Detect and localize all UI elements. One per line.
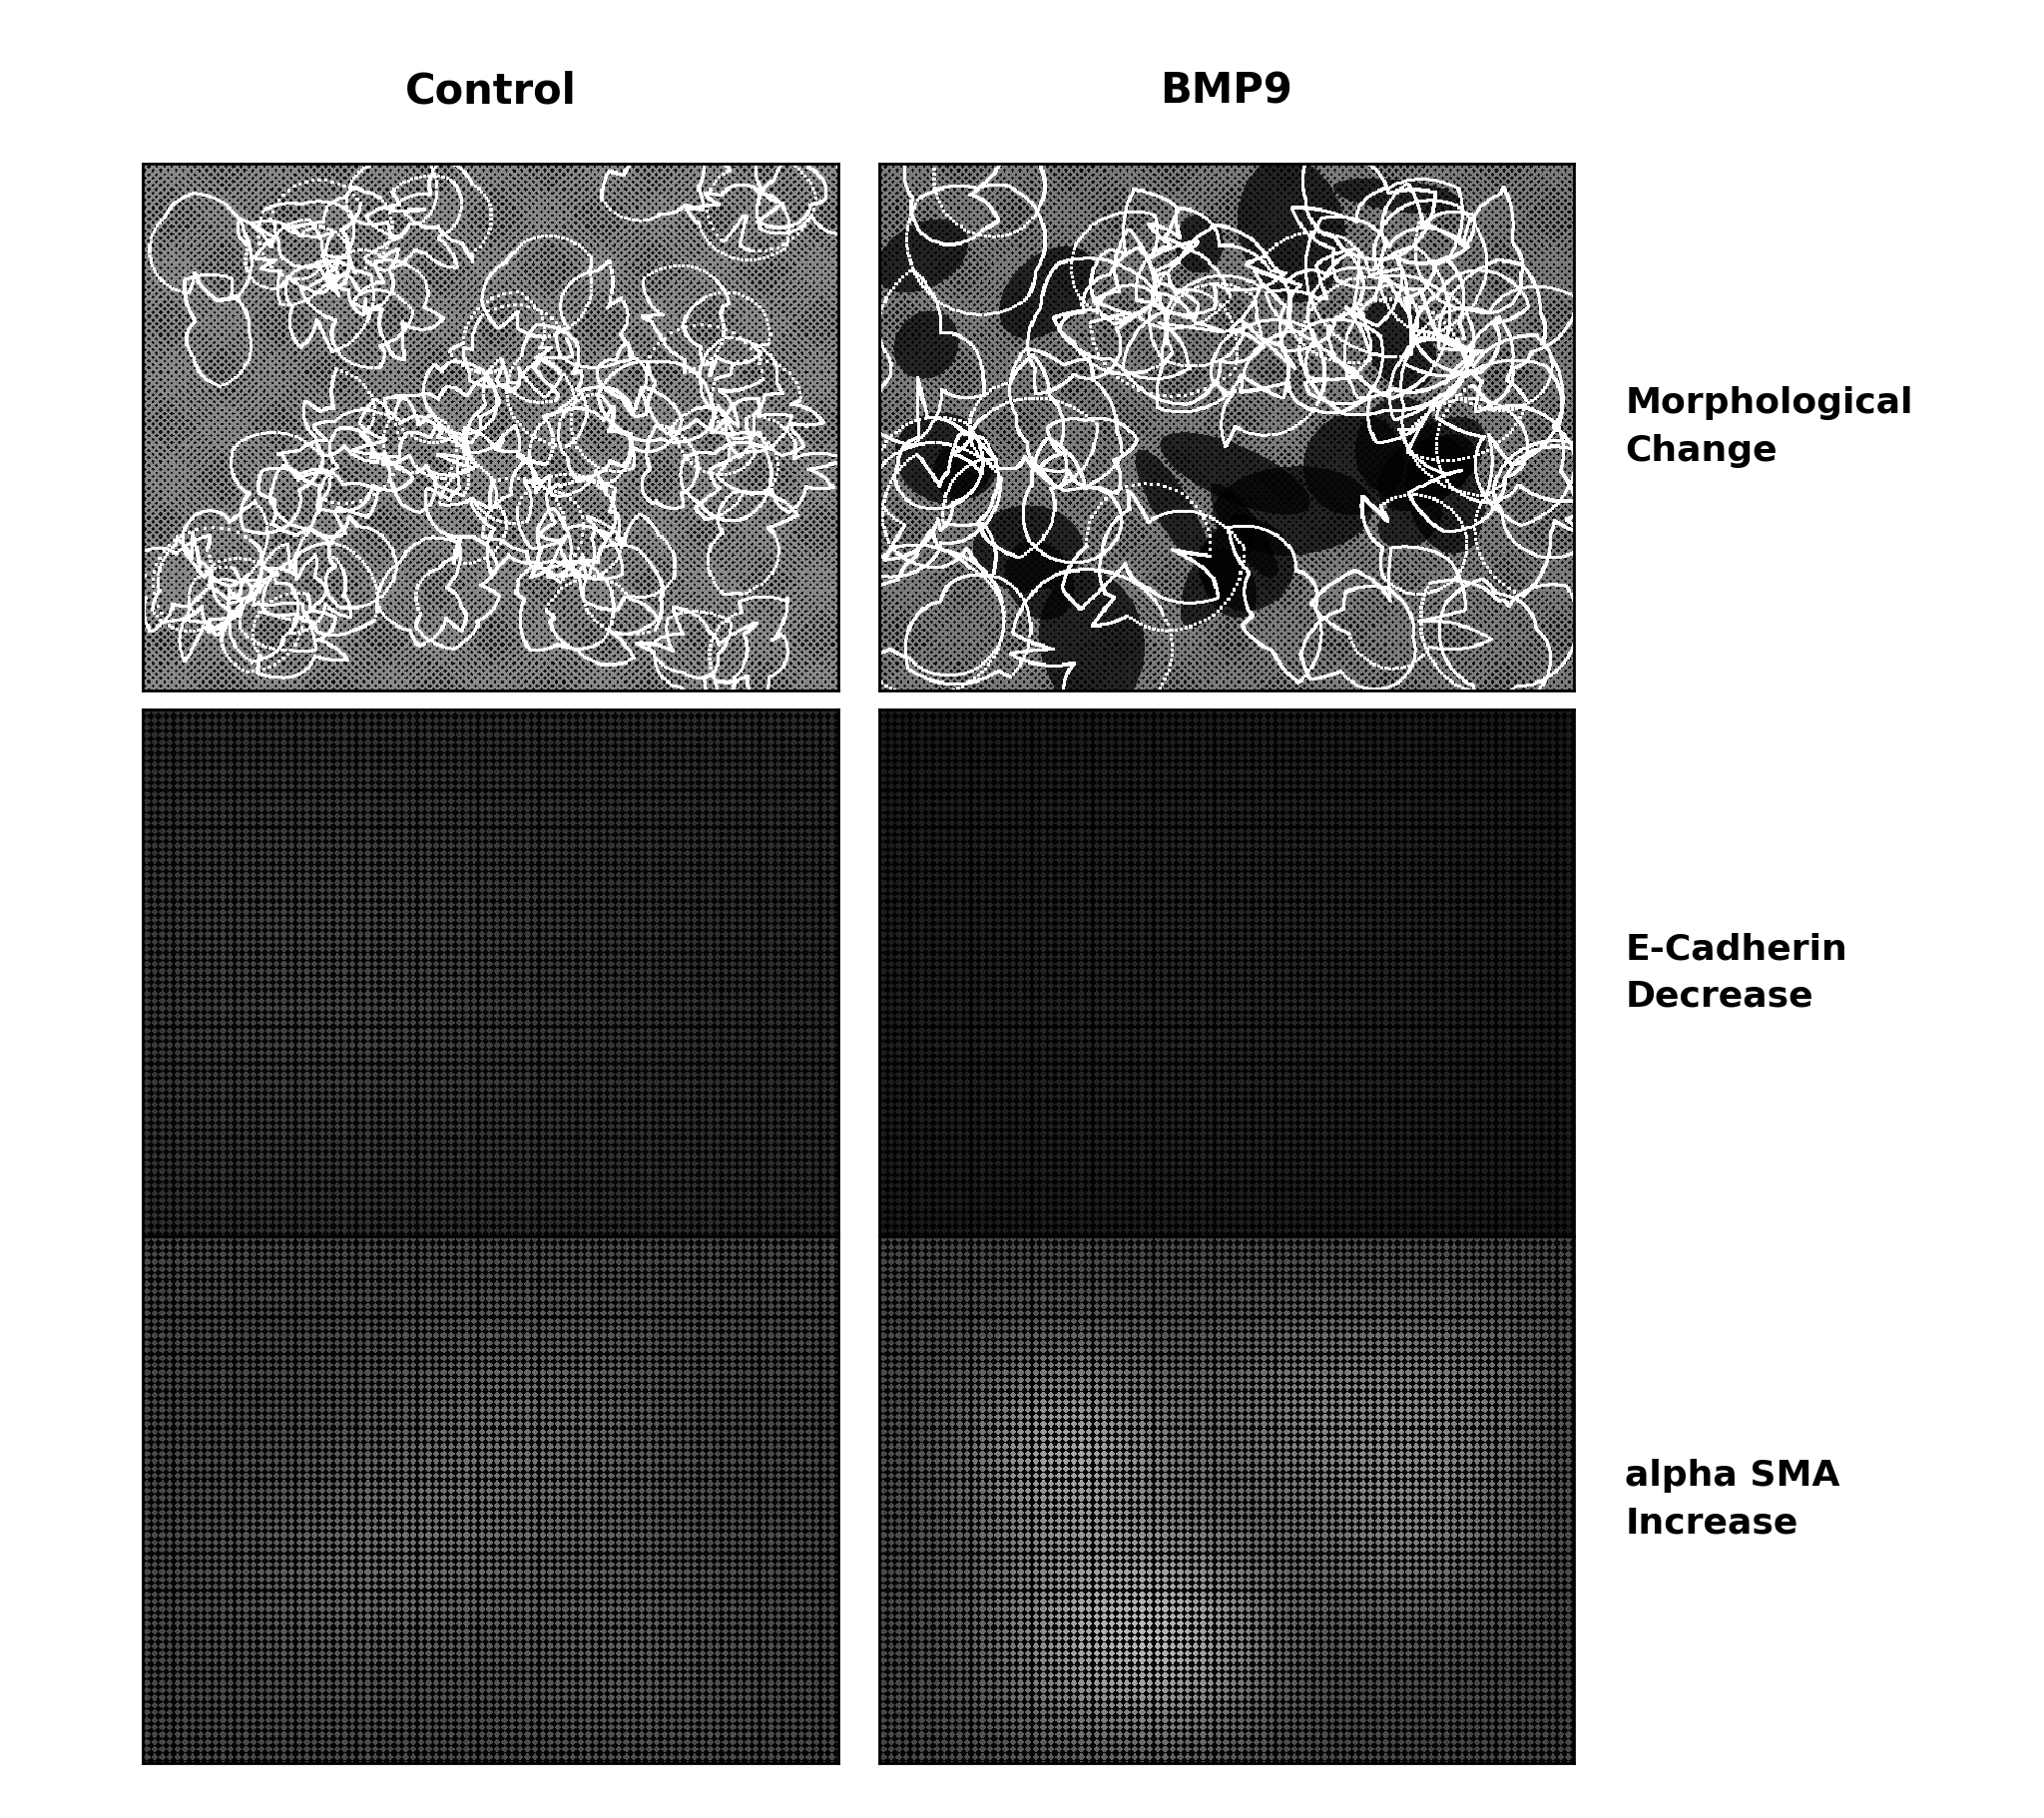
Text: Morphological
Change: Morphological Change — [1625, 387, 1913, 467]
Text: alpha SMA
Increase: alpha SMA Increase — [1625, 1460, 1840, 1540]
Text: BMP9: BMP9 — [1161, 69, 1292, 113]
Text: Control: Control — [405, 69, 576, 113]
Text: E-Cadherin
Decrease: E-Cadherin Decrease — [1625, 933, 1848, 1013]
